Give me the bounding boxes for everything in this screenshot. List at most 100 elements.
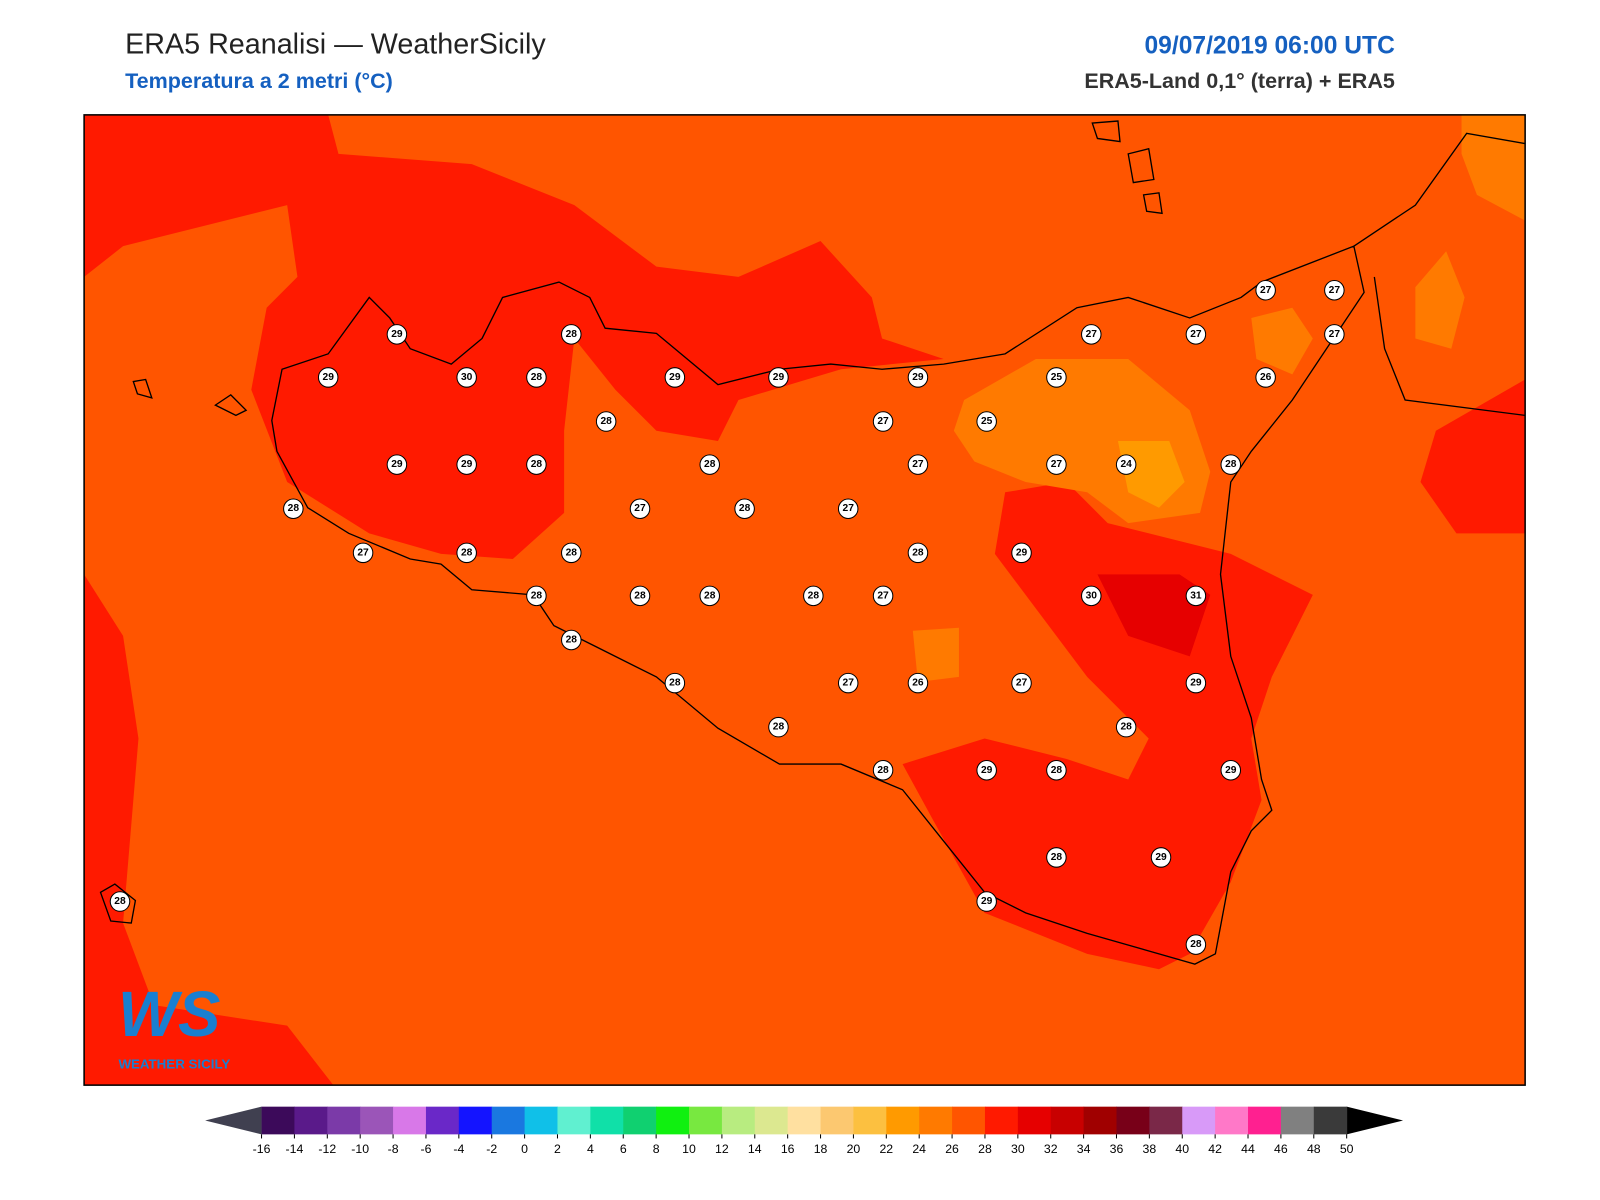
station-value: 28 <box>1051 765 1063 776</box>
warm-zone <box>84 574 334 1086</box>
station-marker <box>561 324 582 345</box>
colorbar-tick-label: -8 <box>388 1142 399 1156</box>
station-value: 29 <box>1155 852 1167 863</box>
colorbar-segment <box>820 1106 854 1135</box>
station-value: 27 <box>912 459 924 470</box>
colorbar-tick-label: 24 <box>912 1142 926 1156</box>
islands <box>132 120 1163 417</box>
station-value: 27 <box>1329 329 1341 340</box>
station-value: 28 <box>1225 459 1237 470</box>
station-value: 29 <box>391 329 403 340</box>
station-value: 27 <box>1086 329 1098 340</box>
colorbar-segment <box>1313 1106 1348 1135</box>
station-marker <box>976 759 997 781</box>
station-marker <box>664 672 686 694</box>
colorbar-tick-label: 36 <box>1110 1142 1124 1156</box>
station-marker <box>837 498 859 519</box>
station-marker <box>1011 672 1032 694</box>
station-marker <box>872 585 894 607</box>
station-value: 30 <box>461 372 473 383</box>
station-value: 25 <box>981 416 993 427</box>
station-value: 27 <box>877 416 889 427</box>
station-value: 28 <box>1120 722 1132 733</box>
colorbar-tick-label: 12 <box>715 1142 729 1156</box>
station-marker <box>1220 759 1242 781</box>
station-value: 29 <box>981 896 993 907</box>
station-value: 28 <box>912 547 924 558</box>
cool-zone <box>1415 251 1465 349</box>
logo-text: WEATHER SICILY <box>118 1057 230 1072</box>
colorbar-tick-label: 44 <box>1241 1142 1255 1156</box>
station-value: 29 <box>1016 547 1028 558</box>
colorbar-tick-label: 28 <box>978 1142 992 1156</box>
station-marker <box>907 542 929 564</box>
station-marker <box>1185 585 1207 607</box>
station-value: 27 <box>1190 329 1202 340</box>
logo-mark: WS <box>118 979 220 1050</box>
station-value: 24 <box>1120 459 1132 470</box>
station-marker <box>768 367 789 388</box>
station-marker <box>386 324 408 345</box>
colorbar-tick-label: -2 <box>486 1142 497 1156</box>
island <box>99 883 137 924</box>
station-value: 28 <box>808 590 820 601</box>
colorbar-segment <box>1248 1106 1282 1135</box>
station-value: 28 <box>531 590 543 601</box>
calabria-coast <box>1353 132 1526 417</box>
stations: 29 28 29 30 28 29 29 29 28 27 25 25 27 27 27 27 27 26 29 29… <box>109 279 1345 955</box>
station-value: 29 <box>391 459 403 470</box>
station-marker <box>526 367 547 388</box>
colorbar-segment <box>458 1106 493 1135</box>
colorbar-segment <box>1182 1106 1216 1135</box>
station-marker <box>526 454 547 475</box>
colorbar-tick-label: -10 <box>351 1142 369 1156</box>
colorbar-segment <box>524 1106 558 1135</box>
station-value: 28 <box>877 765 889 776</box>
colorbar-segment <box>1116 1106 1150 1135</box>
colorbar-tick-label: 26 <box>945 1142 959 1156</box>
colorbar-tick-label: 0 <box>521 1142 528 1156</box>
station-value: 27 <box>1051 459 1063 470</box>
colorbar-over <box>1346 1106 1404 1135</box>
station-marker <box>1185 934 1207 955</box>
colorbar-tick-label: 38 <box>1143 1142 1157 1156</box>
station-marker <box>1185 324 1207 345</box>
station-marker <box>561 629 582 651</box>
station-value: 29 <box>981 765 993 776</box>
colorbar-tick-label: 30 <box>1011 1142 1025 1156</box>
colorbar-tick-label: 42 <box>1208 1142 1222 1156</box>
station-marker <box>664 367 686 388</box>
source: ERA5-Land 0,1° (terra) + ERA5 <box>1084 69 1395 93</box>
colorbar-segment <box>886 1106 920 1135</box>
station-value: 28 <box>669 678 681 689</box>
colorbar-tick-label: 14 <box>748 1142 762 1156</box>
colorbar-tick-label: 32 <box>1044 1142 1058 1156</box>
colorbar-segment <box>425 1106 460 1135</box>
station-marker <box>1115 454 1137 475</box>
station-marker <box>1046 454 1067 475</box>
colorbar-tick-label: -16 <box>253 1142 271 1156</box>
colorbar-segment <box>689 1106 723 1135</box>
station-value: 29 <box>323 372 335 383</box>
station-marker <box>872 411 894 432</box>
warm-zone <box>902 482 1313 970</box>
station-marker <box>456 367 477 388</box>
colorbar-segment <box>557 1106 591 1135</box>
station-marker <box>1046 759 1067 781</box>
station-value: 27 <box>357 547 369 558</box>
station-marker <box>1046 367 1067 388</box>
colorbar-segment <box>294 1106 328 1135</box>
colorbar-tick-label: 40 <box>1175 1142 1189 1156</box>
colorbar-tick-label: 18 <box>814 1142 828 1156</box>
cool-zone <box>912 627 959 683</box>
colorbar-segment <box>327 1106 361 1135</box>
station-marker <box>1324 279 1345 301</box>
station-marker <box>352 542 374 564</box>
station-value: 29 <box>461 459 473 470</box>
station-marker <box>456 542 477 564</box>
station-value: 26 <box>1260 372 1272 383</box>
colorbar-segment <box>393 1106 427 1135</box>
station-marker <box>526 585 547 607</box>
colorbar-segment <box>1149 1106 1183 1135</box>
station-value: 28 <box>704 459 716 470</box>
